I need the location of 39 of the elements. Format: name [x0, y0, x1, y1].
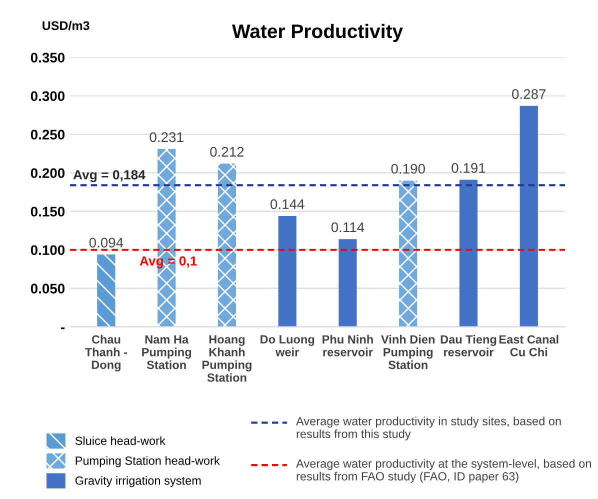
data-label: 0.231: [150, 132, 184, 142]
legend-label: Sluice head-work: [75, 436, 166, 445]
bar: [520, 106, 538, 327]
text: Average water productivity at the system-level, based on results from FAO study (FAO, ID paper 63): [296, 459, 591, 483]
y-tick-label: 0.100: [30, 245, 65, 256]
bar: [399, 180, 418, 327]
chart-title: Water Productivity: [232, 24, 403, 42]
y-tick-label: 0.150: [30, 206, 65, 217]
legend-label: Gravity irrigation system: [75, 476, 201, 488]
x-tick-label: Dau Tieng reservoir: [440, 334, 496, 356]
x-tick-label: Nam Ha Pumping Station: [142, 335, 192, 370]
bar: [218, 164, 236, 327]
bar: [278, 216, 296, 327]
y-tick-label: 0.300: [30, 91, 65, 102]
data-label: 0.114: [331, 222, 364, 232]
bar: [459, 180, 478, 327]
y-tick-label: 0.350: [30, 52, 65, 63]
data-label: 0.287: [512, 89, 546, 99]
x-tick-label: Chau Thanh - Dong: [85, 334, 128, 372]
data-label: 0.190: [391, 164, 425, 174]
x-tick-label: Vinh Dien Pumping Station: [381, 334, 434, 370]
legend-label: Pumping Station head-work: [76, 456, 220, 468]
data-label: 0.144: [270, 199, 304, 210]
bar: [338, 239, 357, 327]
y-tick-label: 0.050: [30, 284, 65, 294]
data-label: 0.191: [452, 163, 486, 173]
text: Average water productivity in study sites, based on results from this study: [296, 416, 561, 440]
x-tick-label: Phu Ninh reservoir: [322, 334, 373, 356]
y-axis-title: USD/m3: [42, 20, 90, 30]
bar: [97, 254, 116, 327]
x-tick-label: Do Luong weir: [260, 335, 314, 356]
y-tick-label: 0.250: [30, 130, 65, 140]
data-label: 0.094: [89, 238, 124, 248]
ref-line-label: Avg = 0,184: [73, 170, 146, 182]
x-tick-label: East Canal Cu Chi: [499, 334, 558, 356]
data-label: 0.212: [210, 146, 244, 157]
y-tick-label: 0.200: [30, 168, 65, 178]
x-tick-label: Hoang Khanh Pumping Station: [202, 335, 252, 382]
y-tick-label: -: [61, 327, 65, 330]
